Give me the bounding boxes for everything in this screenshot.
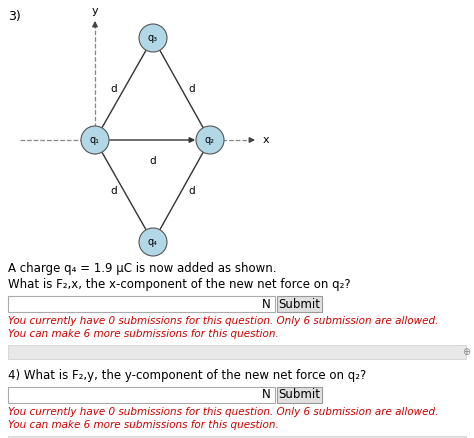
Text: q₃: q₃ xyxy=(148,33,158,43)
Bar xyxy=(8,296,275,312)
Text: q₂: q₂ xyxy=(205,135,215,145)
Text: d: d xyxy=(188,84,195,94)
Bar xyxy=(277,387,322,403)
Text: ⊕: ⊕ xyxy=(462,347,470,357)
Text: You can make 6 more submissions for this question.: You can make 6 more submissions for this… xyxy=(8,329,279,339)
Text: N: N xyxy=(262,297,271,311)
Bar xyxy=(277,296,322,312)
Text: A charge q₄ = 1.9 μC is now added as shown.: A charge q₄ = 1.9 μC is now added as sho… xyxy=(8,262,276,275)
Text: y: y xyxy=(91,6,98,16)
Text: d: d xyxy=(149,156,156,166)
Text: Submit: Submit xyxy=(278,297,320,311)
Text: q₁: q₁ xyxy=(90,135,100,145)
Text: x: x xyxy=(263,135,270,145)
Text: What is F₂,x, the x-component of the new net force on q₂?: What is F₂,x, the x-component of the new… xyxy=(8,278,351,291)
Circle shape xyxy=(81,126,109,154)
Circle shape xyxy=(196,126,224,154)
Text: You can make 6 more submissions for this question.: You can make 6 more submissions for this… xyxy=(8,420,279,430)
Text: You currently have 0 submissions for this question. Only 6 submission are allowe: You currently have 0 submissions for thi… xyxy=(8,316,438,326)
Bar xyxy=(8,387,275,403)
Text: 4) What is F₂,y, the y-component of the new net force on q₂?: 4) What is F₂,y, the y-component of the … xyxy=(8,369,366,382)
Bar xyxy=(8,436,466,438)
Text: d: d xyxy=(111,186,117,196)
Circle shape xyxy=(139,228,167,256)
Text: 3): 3) xyxy=(8,10,21,23)
Text: d: d xyxy=(111,84,117,94)
Text: d: d xyxy=(188,186,195,196)
Text: q₄: q₄ xyxy=(148,237,158,247)
Text: N: N xyxy=(262,389,271,402)
Text: Submit: Submit xyxy=(278,389,320,402)
Circle shape xyxy=(139,24,167,52)
Bar xyxy=(8,345,466,359)
Text: You currently have 0 submissions for this question. Only 6 submission are allowe: You currently have 0 submissions for thi… xyxy=(8,407,438,417)
